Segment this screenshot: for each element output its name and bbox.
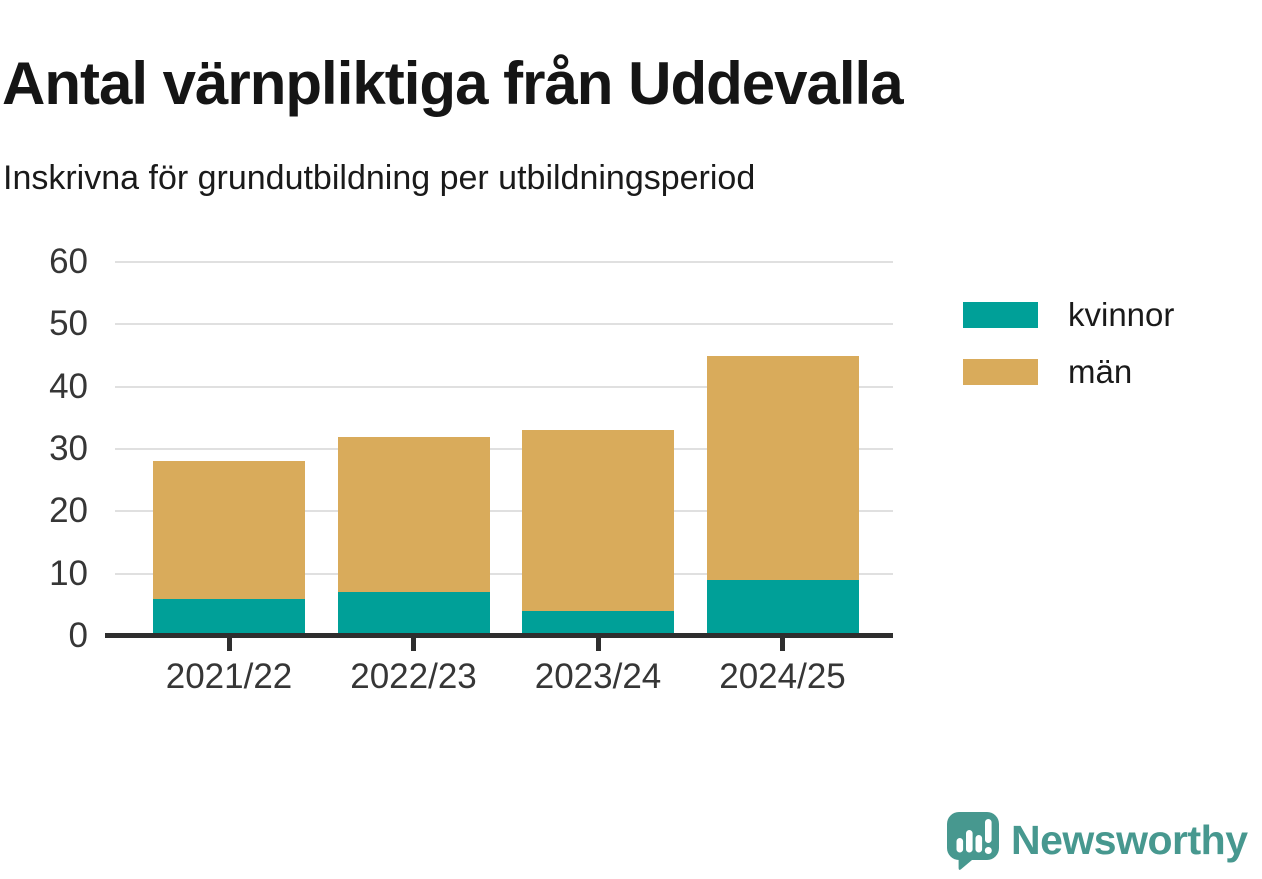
x-tick-label-2021/22: 2021/22 [165, 657, 293, 696]
bar-2022/23-kvinnor [337, 592, 490, 636]
x-axis-line [105, 633, 893, 638]
plot-area [115, 261, 893, 636]
bar-2021/22-män [153, 461, 305, 599]
gridline-y-50 [115, 323, 893, 326]
bar-2023/24-kvinnor [522, 611, 674, 636]
y-tick-label-60: 60 [49, 242, 88, 281]
gridline-y-20 [115, 510, 893, 513]
bar-2024/25-kvinnor [706, 579, 859, 636]
chart-title: Antal värnpliktiga från Uddevalla [2, 50, 904, 118]
newsworthy-brand: Newsworthy [945, 810, 1248, 870]
y-tick-label-50: 50 [49, 304, 88, 344]
x-tick-2021/22 [226, 636, 232, 651]
x-tick-2023/24 [595, 636, 601, 651]
legend: kvinnor män [963, 296, 1174, 416]
gridline-y-40 [115, 385, 893, 388]
bar-2024/25-män [706, 355, 859, 580]
bar-2021/22-kvinnor [153, 598, 305, 636]
y-tick-label-20: 20 [49, 491, 88, 531]
y-tick-label-10: 10 [49, 553, 88, 593]
x-tick-2024/25 [780, 636, 785, 651]
x-tick-2022/23 [411, 636, 416, 651]
legend-swatch-kvinnor [963, 302, 1038, 328]
y-tick-label-40: 40 [49, 366, 88, 406]
gridline-y-30 [115, 448, 893, 450]
x-tick-label-2023/24: 2023/24 [534, 657, 662, 696]
x-tick-label-2024/25: 2024/25 [719, 657, 846, 696]
y-tick-label-30: 30 [49, 429, 88, 468]
legend-item-kvinnor: kvinnor [963, 296, 1174, 333]
legend-label-man: män [1068, 353, 1133, 390]
gridline-y-10 [115, 572, 893, 575]
legend-item-man: män [963, 353, 1174, 390]
x-tick-label-2022/23: 2022/23 [350, 657, 477, 696]
chart-subtitle: Inskrivna för grundutbildning per utbild… [3, 159, 756, 197]
legend-label-kvinnor: kvinnor [1068, 296, 1175, 333]
brand-name: Newsworthy [1011, 816, 1248, 863]
gridline-y-60 [115, 261, 893, 263]
bar-2022/23-män [337, 436, 490, 593]
y-tick-label-0: 0 [68, 616, 88, 655]
newsworthy-speech-bubble-bar-chart-icon [947, 812, 999, 870]
legend-swatch-man [963, 359, 1038, 385]
bar-2023/24-män [522, 430, 674, 612]
